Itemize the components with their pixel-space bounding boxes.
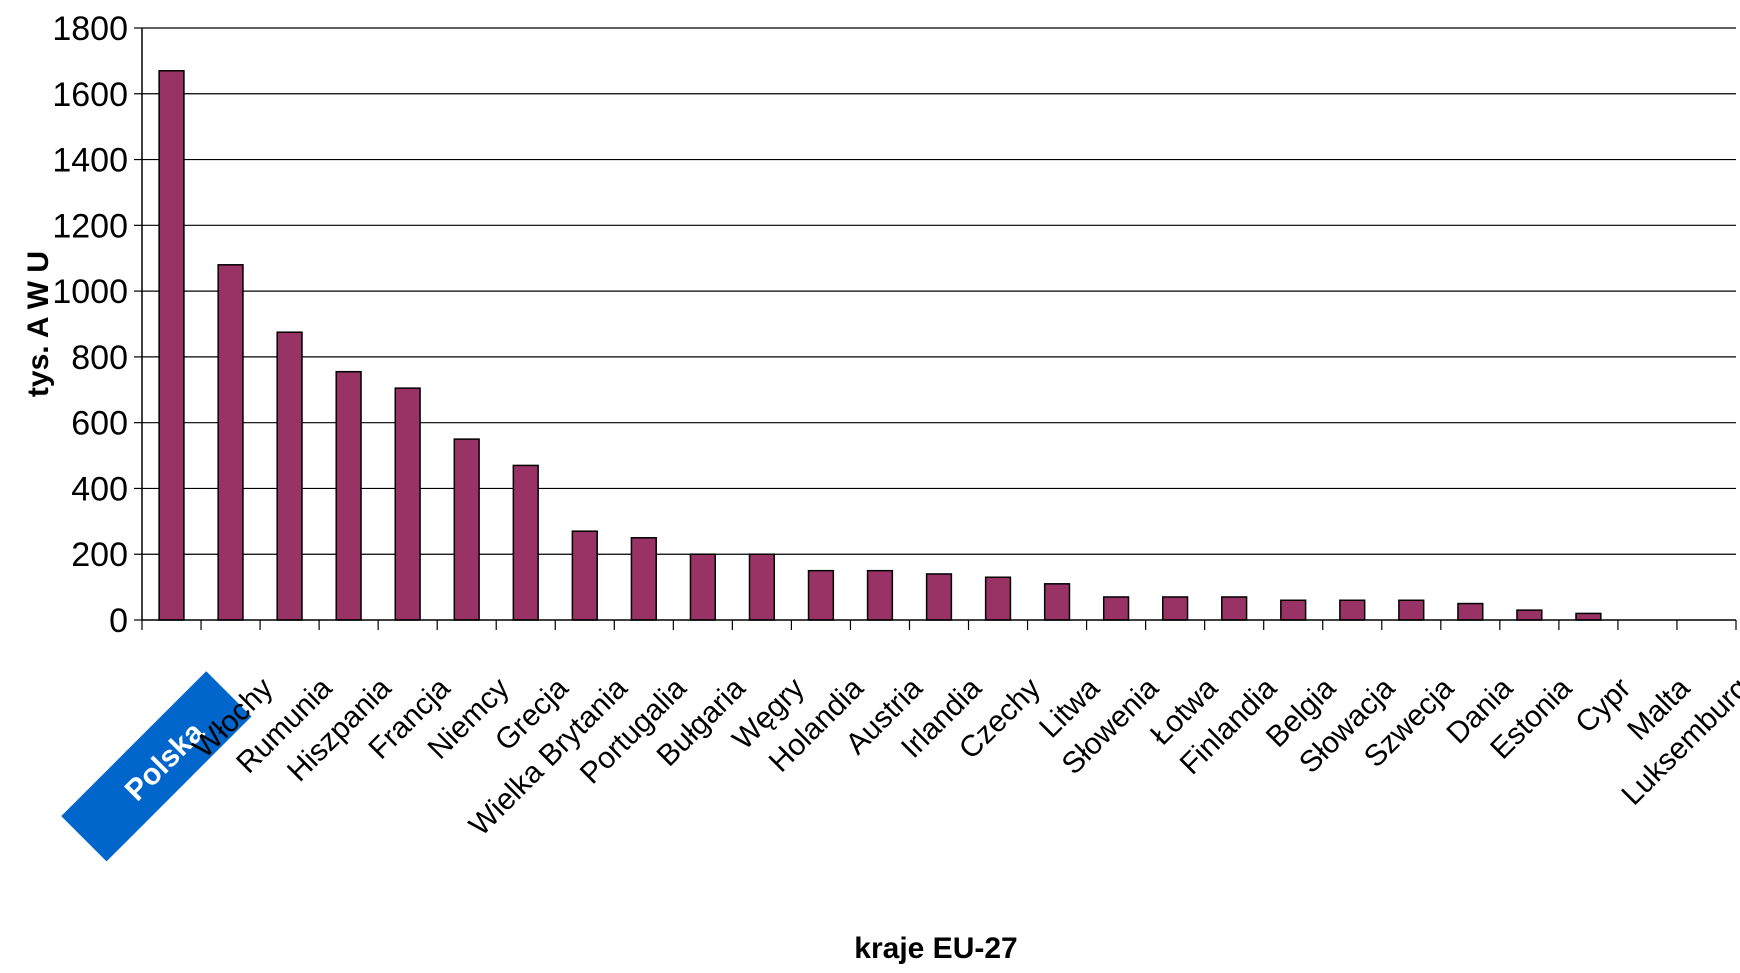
bar-łotwa xyxy=(1162,596,1189,621)
bar-finlandia xyxy=(1221,596,1248,621)
bar-litwa xyxy=(1043,583,1071,621)
highlight-badge: Polska xyxy=(61,671,252,862)
bar-estonia xyxy=(1516,609,1543,621)
bar-rumunia xyxy=(276,331,303,621)
y-tick-label: 400 xyxy=(71,470,128,508)
y-axis-ticks: 0 200 400 600 800 1000 1200 1400 1600 1800 xyxy=(52,10,142,640)
bar-grecja xyxy=(512,464,539,621)
bar-holandia xyxy=(807,569,835,621)
bar-bułgaria xyxy=(689,553,716,621)
bar-włochy xyxy=(217,264,244,621)
bar-węgry xyxy=(748,553,776,621)
highlight-badge-box: Polska xyxy=(61,671,252,862)
bar-słowacja xyxy=(1339,599,1366,621)
y-tick-label: 1000 xyxy=(52,273,128,311)
bar-słowenia xyxy=(1102,596,1130,621)
bar-szwecja xyxy=(1398,599,1425,621)
bar-polska xyxy=(158,70,185,621)
x-axis-labels: WłochyRumuniaHiszpaniaFrancjaNiemcyGrecj… xyxy=(187,671,1740,842)
gridlines xyxy=(142,27,1736,555)
bar-portugalia xyxy=(630,537,657,621)
bar-francja xyxy=(394,387,421,621)
bar-czechy xyxy=(984,576,1012,621)
y-tick-label: 1200 xyxy=(52,207,128,245)
y-tick-label: 0 xyxy=(109,602,128,640)
bar-dania xyxy=(1457,602,1484,621)
y-tick-label: 600 xyxy=(71,405,128,443)
y-tick-label: 1800 xyxy=(52,10,128,48)
y-tick-label: 200 xyxy=(71,536,128,574)
bar-austria xyxy=(866,569,894,621)
bar-niemcy xyxy=(453,438,480,621)
bars xyxy=(158,70,1602,621)
bar-irlandia xyxy=(925,573,953,621)
bar-wielka-brytania xyxy=(571,530,598,621)
highlight-badge-rect xyxy=(61,671,252,862)
x-axis-title: kraje EU-27 xyxy=(854,932,1017,965)
y-tick-label: 1600 xyxy=(52,76,128,114)
bar-cypr xyxy=(1575,612,1602,621)
axes xyxy=(141,28,1737,630)
y-axis-title: tys. A W U xyxy=(22,251,55,397)
bar-hiszpania xyxy=(335,370,362,621)
y-tick-label: 800 xyxy=(71,339,128,377)
bar-belgia xyxy=(1280,599,1307,621)
y-tick-label: 1400 xyxy=(52,142,128,180)
